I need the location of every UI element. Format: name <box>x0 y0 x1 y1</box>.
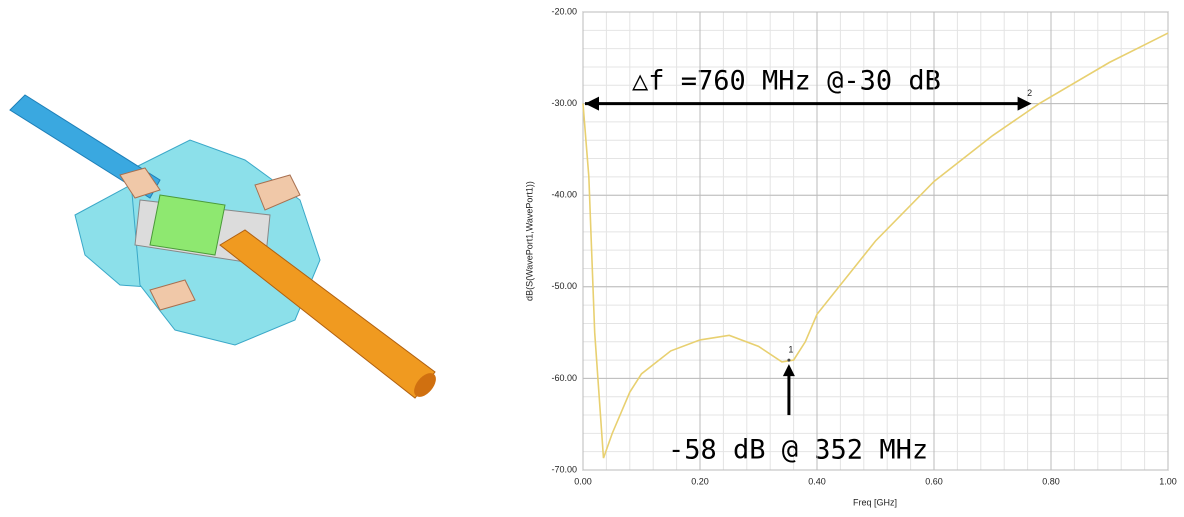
minimum-annotation: -58 dB @ 352 MHz <box>668 435 928 466</box>
x-tick-label: 0.60 <box>925 476 943 486</box>
y-tick-label: -50.00 <box>551 281 577 291</box>
y-tick-label: -70.00 <box>551 464 577 474</box>
data-line <box>582 32 1169 459</box>
coupler-rendering <box>9 94 436 399</box>
x-tick-label: 0.40 <box>808 476 826 486</box>
y-tick-label: -30.00 <box>551 98 577 108</box>
arrow-head <box>782 364 795 377</box>
marker-label: 2 <box>1027 88 1032 98</box>
y-tick-label: -40.00 <box>551 190 577 200</box>
arrow-head <box>585 96 599 111</box>
bandwidth-annotation: △f =760 MHz @-30 dB <box>632 66 941 97</box>
marker-label: 1 <box>788 344 793 354</box>
marker-point <box>787 358 791 362</box>
x-tick-label: 0.80 <box>1042 476 1060 486</box>
x-tick-label: 0.00 <box>574 476 592 486</box>
x-tick-label: 0.20 <box>691 476 709 486</box>
x-tick-label: 1.00 <box>1159 476 1177 486</box>
arrow-head <box>1017 96 1032 111</box>
y-axis-label: dB(S(WavePort1,WavePort1)) <box>524 181 534 301</box>
x-axis-label: Freq [GHz] <box>853 497 897 507</box>
y-tick-label: -60.00 <box>551 373 577 383</box>
y-tick-label: -20.00 <box>551 6 577 16</box>
